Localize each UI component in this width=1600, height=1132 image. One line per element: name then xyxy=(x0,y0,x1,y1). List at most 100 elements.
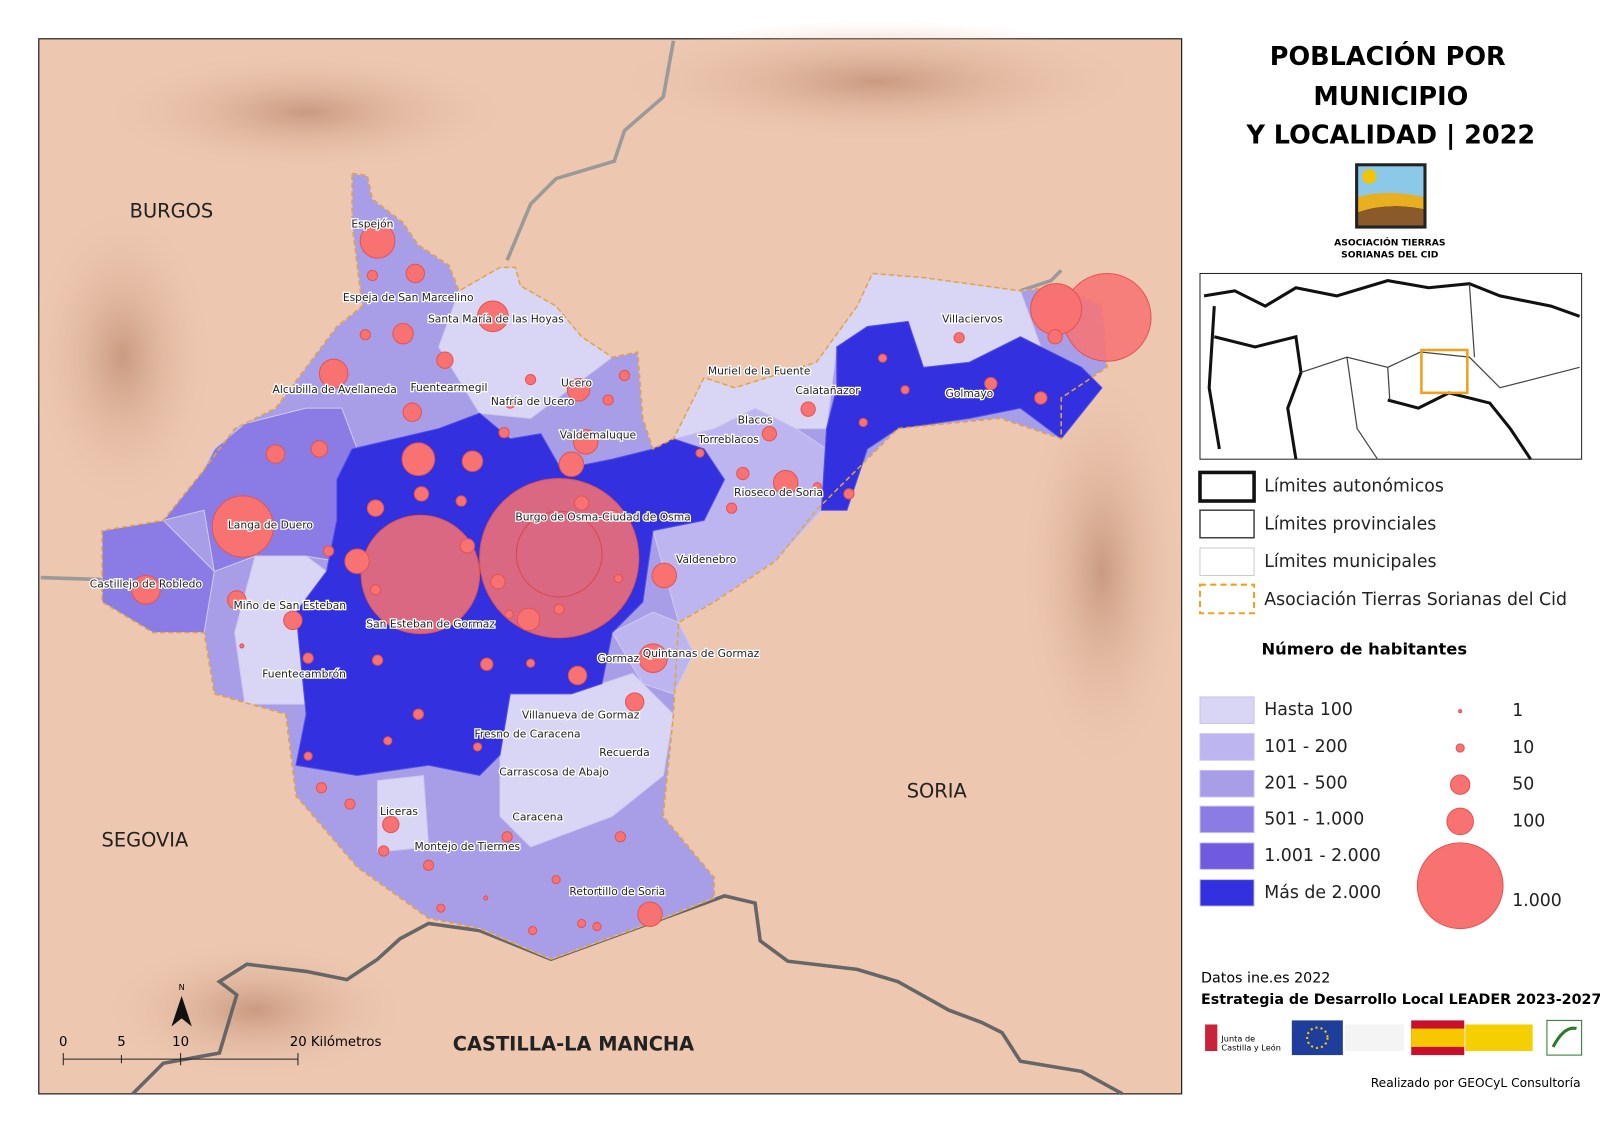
title: POBLACIÓN POR xyxy=(1270,41,1506,72)
population-circle xyxy=(772,469,799,496)
population-circle xyxy=(504,397,516,409)
population-circle xyxy=(1030,283,1083,336)
municipality-label: Carrascosa de Abajo xyxy=(499,765,609,778)
population-circle xyxy=(498,427,510,439)
population-circle xyxy=(369,584,382,596)
region-label: SORIA xyxy=(907,779,968,802)
population-circle xyxy=(303,751,313,761)
scale-label: 10 xyxy=(172,1035,189,1050)
legend-label: Más de 2.000 xyxy=(1264,883,1381,903)
population-circle xyxy=(366,269,379,282)
legend-title: Número de habitantes xyxy=(1261,639,1467,658)
municipality-label: Caracena xyxy=(512,810,563,823)
population-circle xyxy=(953,332,965,344)
scale-label: 5 xyxy=(117,1035,125,1050)
population-circle xyxy=(227,590,247,610)
population-circle xyxy=(504,609,514,619)
population-circle xyxy=(490,573,506,590)
population-circle xyxy=(378,845,390,857)
population-circle xyxy=(812,482,822,492)
population-circle xyxy=(1034,391,1048,405)
population-circle xyxy=(461,450,484,472)
source: Datos ine.es 2022 xyxy=(1201,971,1330,987)
population-circle xyxy=(528,926,538,936)
sponsor-logos xyxy=(1205,1019,1583,1056)
population-circle xyxy=(526,658,536,668)
north-arrow xyxy=(171,995,192,1027)
municipality-label: Valdemaluque xyxy=(560,429,637,442)
population-circle xyxy=(479,478,640,639)
population-circle xyxy=(422,859,435,871)
legend-swatch xyxy=(1199,696,1255,724)
population-circle xyxy=(401,442,436,477)
scale-label: 20 Kilómetros xyxy=(290,1034,382,1050)
municipality-label: Calatañazor xyxy=(795,384,860,397)
population-circle xyxy=(501,831,513,843)
labels: Espejón Espeja de San Marcelino Santa Marí… xyxy=(89,200,1005,1056)
municipality-label: Espeja de San Marcelino xyxy=(343,291,474,304)
municipality-label: Miño de San Esteban xyxy=(234,599,347,612)
municipality-label: Fuentecambrón xyxy=(262,667,346,680)
population-circle xyxy=(366,499,385,517)
population-circle xyxy=(573,495,590,511)
population-circle xyxy=(900,385,910,395)
population-circle xyxy=(480,657,494,671)
municipality-label: Villaciervos xyxy=(942,312,1003,325)
province-borders xyxy=(40,40,1063,582)
population-circle xyxy=(472,742,483,752)
population-circle xyxy=(239,643,245,649)
municipality-label: Recuerda xyxy=(599,746,649,759)
population-circle xyxy=(602,394,614,406)
municipality-label: Fuentearmegil xyxy=(410,381,487,394)
terrain xyxy=(30,20,1184,1082)
legend-circle xyxy=(1449,774,1471,795)
population-circle xyxy=(614,831,627,843)
legend-label: Asociación Tierras Sorianas del Cid xyxy=(1264,590,1567,610)
legend-swatch xyxy=(1199,733,1255,761)
population-circle xyxy=(131,574,161,605)
population-circle xyxy=(577,918,587,929)
legend-circle xyxy=(1416,842,1504,930)
population-circle xyxy=(436,903,446,913)
title: Y LOCALIDAD | 2022 xyxy=(1245,121,1535,151)
municipality-label: Valdenebro xyxy=(676,553,736,566)
population-circle xyxy=(383,736,393,746)
municipality-label: Espejón xyxy=(351,217,393,230)
population-circle xyxy=(637,901,663,928)
municipality-label: Burgo de Osma-Ciudad de Osma xyxy=(515,510,690,523)
legend-label: 100 xyxy=(1512,811,1545,831)
population-circle xyxy=(371,654,384,666)
municipality-label: San Esteban de Gormaz xyxy=(366,617,495,630)
scale-label: 0 xyxy=(59,1035,67,1050)
municipality-label: Muriel de la Fuente xyxy=(708,364,811,377)
population-circle xyxy=(843,488,855,500)
region-label: CASTILLA-LA MANCHA xyxy=(453,1032,694,1055)
north-label: N xyxy=(179,982,185,992)
population-circle xyxy=(483,895,489,901)
population-circle xyxy=(310,440,329,458)
scale-bar xyxy=(62,1053,299,1066)
strategy: Estrategia de Desarrollo Local LEADER 20… xyxy=(1201,992,1600,1008)
population-circle xyxy=(344,548,370,574)
legend-label: 101 - 200 xyxy=(1264,737,1347,757)
line-legend-swatches xyxy=(1198,470,1256,615)
population-circle xyxy=(592,921,602,932)
legend-label: Límites municipales xyxy=(1264,552,1436,572)
legend-label: 1 xyxy=(1512,701,1523,721)
population-circle xyxy=(402,402,422,422)
municipality-label: Villanueva de Gormaz xyxy=(522,708,640,721)
map-layout: Espejón Espeja de San Marcelino Santa Marí… xyxy=(30,20,1600,1096)
population-circle xyxy=(302,652,314,664)
municipality-label: Fresno de Caracena xyxy=(475,728,581,741)
credit: Realizado por GEOCyL Consultoría xyxy=(1371,1076,1581,1090)
population-circle xyxy=(695,448,705,458)
municipality-label: Nafría de Ucero xyxy=(491,395,574,408)
population-circle xyxy=(515,510,603,598)
population-circle xyxy=(638,643,668,673)
legend-label: 50 xyxy=(1512,775,1534,795)
population-circle xyxy=(761,426,778,442)
title: MUNICIPIO xyxy=(1313,82,1468,112)
population-circle xyxy=(382,815,400,834)
region-label: SEGOVIA xyxy=(102,828,189,851)
